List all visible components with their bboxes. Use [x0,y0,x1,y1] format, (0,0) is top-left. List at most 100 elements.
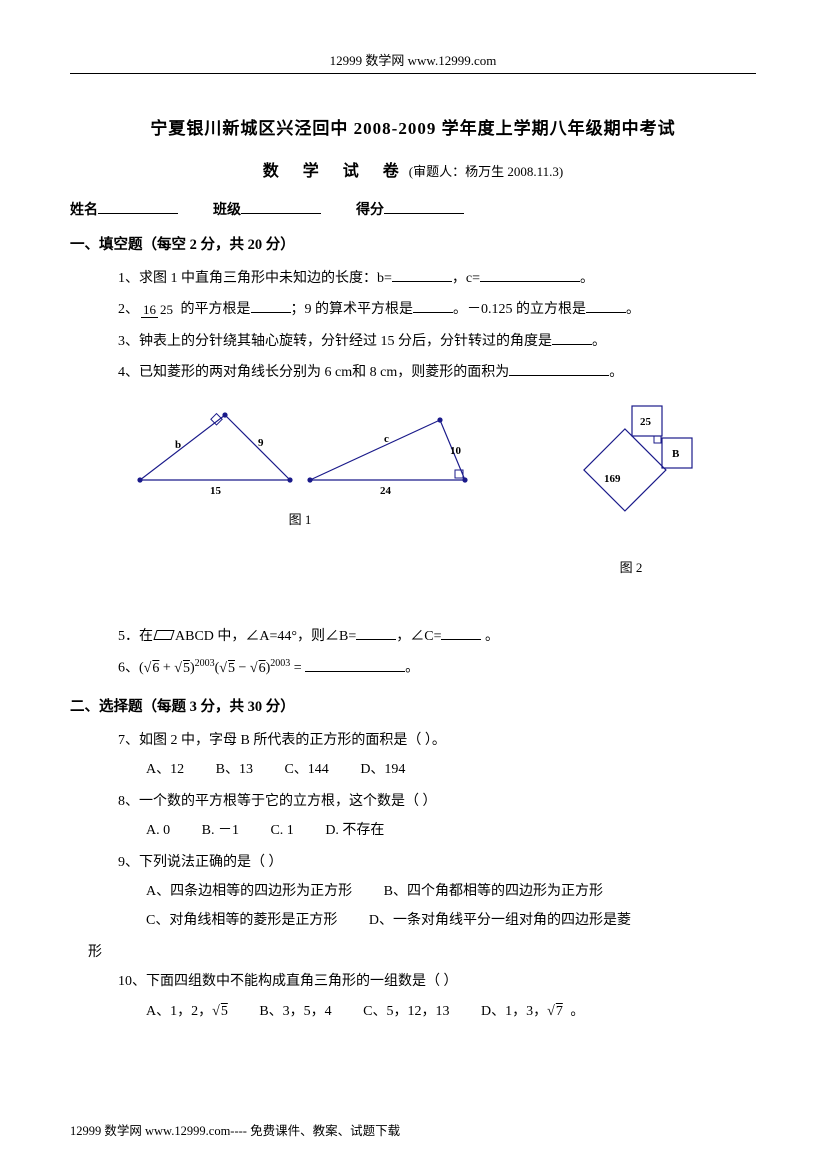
student-info-row: 姓名 班级 得分 [70,199,756,219]
q8-opt-d: D. 不存在 [325,816,384,845]
q10-d-text: D、1，3， [481,1004,547,1019]
q4-end: 。 [609,365,623,380]
q3-end: 。 [592,334,606,349]
q8-text: 8、一个数的平方根等于它的立方根，这个数是（ ） [118,794,437,809]
q5-blank2 [441,628,481,640]
fig1-10-label: 10 [450,445,462,457]
q7-opt-d: D、194 [360,755,405,784]
q8-options: A. 0 B. －1 C. 1 D. 不存在 [118,816,756,845]
figure-1-group: b 9 15 c 10 24 图 1 [130,400,470,528]
sqrt6-1: 6 [144,661,160,676]
q7-opt-b: B、13 [216,755,253,784]
q10-opt-a: A、1，2， 5 [146,997,228,1026]
q10-opt-b: B、3，5，4 [259,997,331,1026]
figure-2-svg: 25 B 169 [566,400,696,540]
fraction-16-25: 1625 [141,303,175,317]
q4-text: 4、已知菱形的两对角线长分别为 6 cm和 8 cm，则菱形的面积为 [118,365,509,380]
question-10: 10、下面四组数中不能构成直角三角形的一组数是（ ） A、1，2， 5 B、3，5… [70,967,756,1026]
fig1-15-label: 15 [210,485,222,497]
q9-options-row2: C、对角线相等的菱形是正方形 D、一条对角线平分一组对角的四边形是菱 [118,906,756,935]
q9-opt-c: C、对角线相等的菱形是正方形 [146,906,337,935]
q1-end: 。 [580,271,594,286]
sqrt7-q10: 7 [547,1004,563,1019]
q7-opt-a: A、12 [146,755,184,784]
name-blank [98,200,178,214]
q1-mid: ，c= [452,271,480,286]
figure-2-group: 25 B 169 图 2 [566,400,696,576]
sqrt5-2: 5 [219,661,235,676]
q8-opt-a: A. 0 [146,816,170,845]
q5-b: ABCD 中，∠A=44°，则∠B= [175,629,356,644]
q10-text: 10、下面四组数中不能构成直角三角形的一组数是（ ） [118,974,458,989]
question-6: 6、(6 + 5)2003(5 − 6)2003 = 。 [70,653,756,683]
q2-d: 。－0.125 的立方根是 [453,302,586,317]
reviewer-note: (审题人：杨万生 2008.11.3) [409,164,563,179]
sqrt6-2: 6 [250,661,266,676]
q5-a: 5．在 [118,629,153,644]
q9-opt-b: B、四个角都相等的四边形为正方形 [384,877,603,906]
frac-num: 16 [141,302,158,318]
question-2: 2、1625 的平方根是；9 的算术平方根是。－0.125 的立方根是。 [70,295,756,324]
q2-b: 的平方根是 [177,302,251,317]
exp2: 2003 [270,658,290,669]
sqrt5-q10-val: 5 [220,1004,228,1019]
fig1-b-label: b [175,439,181,451]
score-blank [384,200,464,214]
question-3: 3、钟表上的分针绕其轴心旋转，分针经过 15 分后，分针转过的角度是。 [70,327,756,356]
q10-a-text: A、1，2， [146,1004,212,1019]
q3-blank [552,333,592,345]
page-footer: 12999 数学网 www.12999.com---- 免费课件、教案、试题下载 [70,1120,400,1139]
fig1-24-label: 24 [380,485,392,497]
question-9: 9、下列说法正确的是（ ） A、四条边相等的四边形为正方形 B、四个角都相等的四… [70,848,756,936]
q9-opt-a: A、四条边相等的四边形为正方形 [146,877,352,906]
q2-c: ；9 的算术平方根是 [291,302,414,317]
q8-opt-b: B. －1 [202,816,239,845]
question-1: 1、求图 1 中直角三角形中未知边的长度：b= ，c= 。 [70,264,756,293]
q9-opt-d: D、一条对角线平分一组对角的四边形是菱 [369,906,631,935]
sqrt6-val2: 6 [258,661,266,676]
sqrt5-val2: 5 [227,661,235,676]
q4-blank [509,364,609,376]
figures-row: b 9 15 c 10 24 图 1 25 B 169 图 2 [130,400,756,576]
q7-opt-c: C、144 [284,755,328,784]
q1-blank-b [392,270,452,282]
q2-a: 2、 [118,302,139,317]
class-label: 班级 [213,203,241,218]
fig1-9-label: 9 [258,437,264,449]
q1-blank-c [480,270,580,282]
question-4: 4、已知菱形的两对角线长分别为 6 cm和 8 cm，则菱形的面积为 。 [70,358,756,387]
figure-2-caption: 图 2 [566,557,696,576]
q9-options-row1: A、四条边相等的四边形为正方形 B、四个角都相等的四边形为正方形 [118,877,756,906]
class-blank [241,200,321,214]
name-label: 姓名 [70,203,98,218]
q7-text: 7、如图 2 中，字母 B 所代表的正方形的面积是（ ）。 [118,733,446,748]
exam-subtitle: 数 学 试 卷(审题人：杨万生 2008.11.3) [70,157,756,181]
q9-tail: 形 [70,938,756,967]
frac-den: 25 [158,302,175,317]
q2-blank3 [586,301,626,313]
q5-d: 。 [481,629,499,644]
q10-end: 。 [567,1004,585,1019]
exam-title: 宁夏银川新城区兴泾回中 2008-2009 学年度上学期八年级期中考试 [70,114,756,139]
q1-text: 1、求图 1 中直角三角形中未知边的长度：b= [118,271,392,286]
q6-a: 6、( [118,661,144,676]
figure-1-caption: 图 1 [130,509,470,528]
q7-options: A、12 B、13 C、144 D、194 [118,755,756,784]
sqrt5-val1: 5 [182,661,190,676]
section-2-heading: 二、选择题（每题 3 分，共 30 分） [70,695,756,716]
question-7: 7、如图 2 中，字母 B 所代表的正方形的面积是（ ）。 A、12 B、13 … [70,726,756,785]
q6-end: 。 [405,661,419,676]
sqrt5-1: 5 [174,661,190,676]
fig1-c-label: c [384,433,389,445]
q6-eq: = [290,661,305,676]
score-label: 得分 [356,203,384,218]
figure-1-svg: b 9 15 c 10 24 [130,400,470,500]
parallelogram-icon [153,630,174,640]
q10-opt-c: C、5，12，13 [363,997,449,1026]
section-1-heading: 一、填空题（每空 2 分，共 20 分） [70,233,756,254]
q6-plus: + [159,661,174,676]
q2-blank1 [251,301,291,313]
fig2-25-label: 25 [640,416,652,428]
q5-blank1 [356,628,396,640]
sqrt7-q10-val: 7 [555,1004,563,1019]
